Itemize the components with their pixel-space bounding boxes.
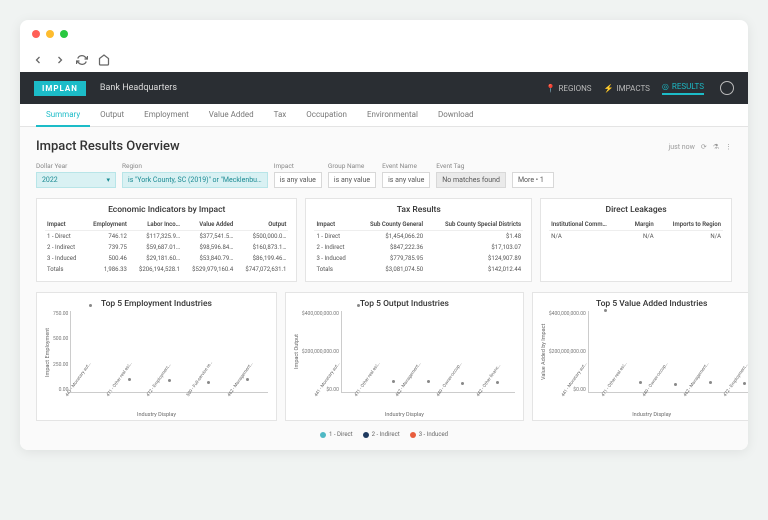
- col-header: Margin: [626, 219, 656, 231]
- tab-summary[interactable]: Summary: [36, 104, 90, 127]
- status-timestamp: just now: [669, 143, 695, 151]
- table-row: N/AN/AN/A: [549, 231, 723, 243]
- chart-out: Top 5 Output IndustriesImpact Output$400…: [285, 292, 524, 421]
- back-icon[interactable]: [32, 51, 44, 70]
- logo[interactable]: IMPLAN: [34, 81, 86, 96]
- col-header: Sub County General: [355, 219, 425, 231]
- filter-label-impact: Impact: [274, 162, 322, 170]
- tax-table: ImpactSub County GeneralSub County Speci…: [314, 219, 523, 275]
- window-close-dot[interactable]: [32, 30, 40, 38]
- x-axis-label: Industry Display: [541, 412, 748, 418]
- pin-icon: 📍: [546, 84, 556, 93]
- bolt-icon: ⚡: [604, 84, 614, 93]
- tabs: SummaryOutputEmploymentValue AddedTaxOcc…: [20, 104, 748, 127]
- table-row: 1 - Direct$1,454,066.20$1.48: [314, 231, 523, 243]
- filter-label-event: Event Name: [382, 162, 430, 170]
- window-min-dot[interactable]: [46, 30, 54, 38]
- app-title: Bank Headquarters: [100, 83, 177, 93]
- filter-label-group: Group Name: [328, 162, 376, 170]
- x-axis-label: Industry Display: [45, 412, 268, 418]
- legend: 1 - Direct 2 - Indirect 3 - Induced: [36, 431, 732, 438]
- app-header: IMPLAN Bank Headquarters 📍REGIONS ⚡IMPAC…: [20, 72, 748, 104]
- table-row: Totals$3,081,074.50$142,012.44: [314, 264, 523, 275]
- more-icon[interactable]: ⋮: [725, 143, 732, 151]
- table-row: 2 - Indirect$847,222.36$17,103.07: [314, 242, 523, 253]
- chart-title: Top 5 Output Industries: [294, 299, 515, 309]
- col-header: Output: [235, 219, 288, 231]
- card-direct-leakages: Direct Leakages Institutional Comm…Margi…: [540, 198, 732, 282]
- page-title: Impact Results Overview: [36, 139, 180, 154]
- forward-icon[interactable]: [54, 51, 66, 70]
- y-axis-label: Impact Output: [294, 311, 300, 393]
- econ-table: ImpactEmploymentLabor Inco…Value AddedOu…: [45, 219, 288, 275]
- nav-regions[interactable]: 📍REGIONS: [546, 84, 592, 93]
- col-header: Sub County Special Districts: [425, 219, 523, 231]
- home-icon[interactable]: [98, 51, 110, 70]
- chart-title: Top 5 Employment Industries: [45, 299, 268, 309]
- nav-results[interactable]: ◎RESULTS: [662, 82, 704, 95]
- legend-item-direct: 1 - Direct: [320, 431, 353, 438]
- nav-impacts[interactable]: ⚡IMPACTS: [604, 84, 650, 93]
- chart-title: Top 5 Value Added Industries: [541, 299, 748, 309]
- target-icon: ◎: [662, 82, 669, 91]
- col-header: Value Added: [182, 219, 235, 231]
- table-row: 2 - Indirect739.75$59,687.01…$98,596.84……: [45, 242, 288, 253]
- tab-occupation[interactable]: Occupation: [296, 104, 357, 126]
- x-axis-label: Industry Display: [294, 412, 515, 418]
- content: Impact Results Overview just now ⟳ ⚗ ⋮ D…: [20, 127, 748, 450]
- window-max-dot[interactable]: [60, 30, 68, 38]
- filter-impact[interactable]: is any value: [274, 172, 322, 188]
- card-economic-indicators: Economic Indicators by Impact ImpactEmpl…: [36, 198, 297, 282]
- tab-value-added[interactable]: Value Added: [199, 104, 264, 126]
- avatar[interactable]: [720, 81, 734, 95]
- col-header: Impact: [45, 219, 84, 231]
- filter-more[interactable]: More • 1: [512, 172, 554, 188]
- card-title: Direct Leakages: [549, 205, 723, 215]
- table-row: 3 - Induced500.46$29,181.60…$53,840.79…$…: [45, 253, 288, 264]
- browser-titlebar: [20, 20, 748, 48]
- tab-environmental[interactable]: Environmental: [357, 104, 428, 126]
- leak-table: Institutional Comm…MarginImports to Regi…: [549, 219, 723, 242]
- filter-group-name[interactable]: is any value: [328, 172, 376, 188]
- filter-label-year: Dollar Year: [36, 162, 116, 170]
- col-header: Labor Inco…: [129, 219, 182, 231]
- filter-label-tag: Event Tag: [436, 162, 506, 170]
- card-title: Economic Indicators by Impact: [45, 205, 288, 215]
- tab-tax[interactable]: Tax: [264, 104, 297, 126]
- browser-nav: [20, 48, 748, 72]
- filter-region[interactable]: is "York County, SC (2019)" or "Mecklenb…: [122, 172, 268, 188]
- filter-event-tag[interactable]: No matches found: [436, 172, 506, 188]
- col-header: Impact: [314, 219, 355, 231]
- col-header: Imports to Region: [656, 219, 723, 231]
- filters-row: Dollar Year 2022▾ Region is "York County…: [36, 162, 732, 188]
- refresh-icon[interactable]: ⟳: [701, 143, 707, 151]
- legend-item-indirect: 2 - Indirect: [363, 431, 400, 438]
- tab-employment[interactable]: Employment: [134, 104, 199, 126]
- card-tax-results: Tax Results ImpactSub County GeneralSub …: [305, 198, 532, 282]
- chart-emp: Top 5 Employment Industries Impact Employ…: [36, 292, 277, 421]
- y-axis-label: Value Added by Impact: [541, 311, 547, 393]
- filter-label-region: Region: [122, 162, 268, 170]
- filter-event-name[interactable]: is any value: [382, 172, 430, 188]
- tab-output[interactable]: Output: [90, 104, 134, 126]
- filter-dollar-year[interactable]: 2022▾: [36, 172, 116, 188]
- y-axis-label: Impact Employment: [45, 311, 51, 393]
- refresh-icon[interactable]: [76, 51, 88, 70]
- table-row: 1 - Direct746.12$117,325.9…$377,541.5…$5…: [45, 231, 288, 243]
- col-header: Employment: [84, 219, 128, 231]
- table-row: 3 - Induced$779,785.95$124,907.89: [314, 253, 523, 264]
- filter-icon[interactable]: ⚗: [713, 143, 719, 151]
- legend-item-induced: 3 - Induced: [410, 431, 448, 438]
- browser-frame: IMPLAN Bank Headquarters 📍REGIONS ⚡IMPAC…: [20, 20, 748, 450]
- chevron-down-icon: ▾: [106, 176, 110, 184]
- card-title: Tax Results: [314, 205, 523, 215]
- col-header: Institutional Comm…: [549, 219, 626, 231]
- table-row: Totals1,986.33$206,194,528.1$529,979,160…: [45, 264, 288, 275]
- tab-download[interactable]: Download: [428, 104, 484, 126]
- chart-va: Top 5 Value Added Industries Value Added …: [532, 292, 748, 421]
